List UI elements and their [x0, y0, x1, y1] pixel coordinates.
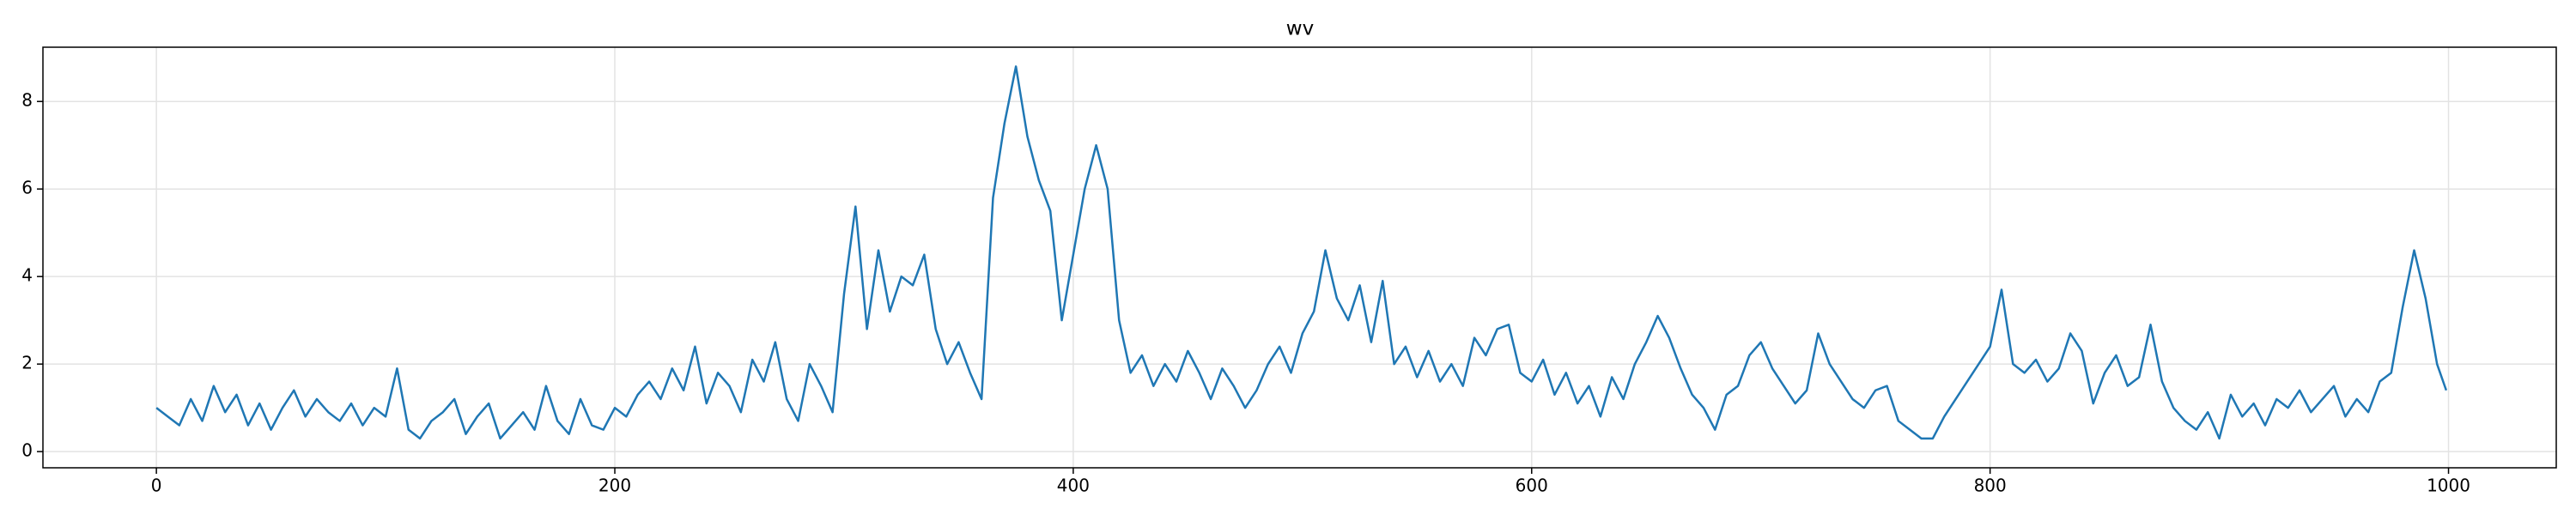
chart-title: wv	[1286, 18, 1314, 40]
x-tick-label: 200	[598, 476, 631, 496]
y-tick-label: 0	[21, 440, 33, 461]
x-tick-label: 0	[151, 476, 162, 496]
x-tick-label: 400	[1057, 476, 1090, 496]
y-tick-label: 2	[21, 353, 33, 373]
x-tick-label: 800	[1974, 476, 2007, 496]
x-tick-label: 600	[1516, 476, 1548, 496]
y-tick-label: 4	[21, 265, 33, 286]
y-tick-label: 6	[21, 178, 33, 198]
data-line	[155, 65, 2448, 440]
y-tick-label: 8	[21, 90, 33, 111]
plot-frame	[42, 46, 2557, 469]
x-tick-label: 1000	[2427, 476, 2470, 496]
